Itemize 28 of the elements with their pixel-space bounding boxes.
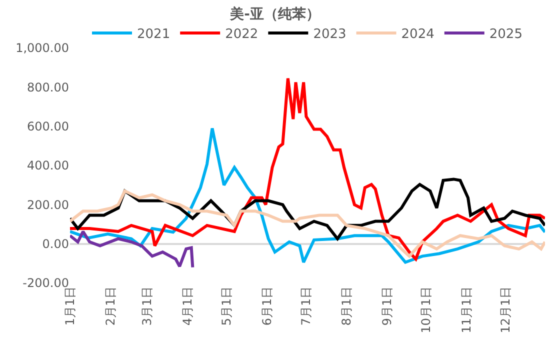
x-tick-label: 6月1日 <box>260 286 274 326</box>
x-tick-label: 2月1日 <box>103 286 118 326</box>
x-tick-label: 7月1日 <box>299 286 314 326</box>
x-tick-label: 12月1日 <box>498 286 513 334</box>
x-tick-label: 1月1日 <box>62 286 77 326</box>
x-tick-label: 8月1日 <box>340 286 354 326</box>
y-tick-label: 400.00 <box>27 158 69 173</box>
line-series <box>70 189 545 258</box>
x-tick-label: 11月1日 <box>460 286 474 334</box>
legend-label: 2022 <box>225 27 258 42</box>
x-tick-label: 4月1日 <box>180 286 194 326</box>
legend-label: 2023 <box>313 27 346 42</box>
y-tick-label: 800.00 <box>27 80 69 94</box>
line-series <box>70 230 194 269</box>
y-tick-label: 0.00 <box>42 237 69 252</box>
line-series <box>70 76 545 261</box>
y-tick-label: 600.00 <box>27 120 69 134</box>
x-tick-label: 3月1日 <box>140 286 154 326</box>
y-tick-label: 200.00 <box>27 198 69 212</box>
legend-label: 2025 <box>489 27 522 42</box>
x-tick-label: 10月1日 <box>419 286 434 334</box>
x-tick-label: 5月1日 <box>219 286 234 326</box>
legend-label: 2024 <box>401 27 434 42</box>
legend-label: 2021 <box>137 27 170 42</box>
x-tick-label: 9月1日 <box>380 286 394 326</box>
line-series <box>70 126 545 264</box>
chart-title: 美-亚（纯苯） <box>229 5 320 22</box>
y-tick-label: 1,000.00 <box>16 41 69 56</box>
